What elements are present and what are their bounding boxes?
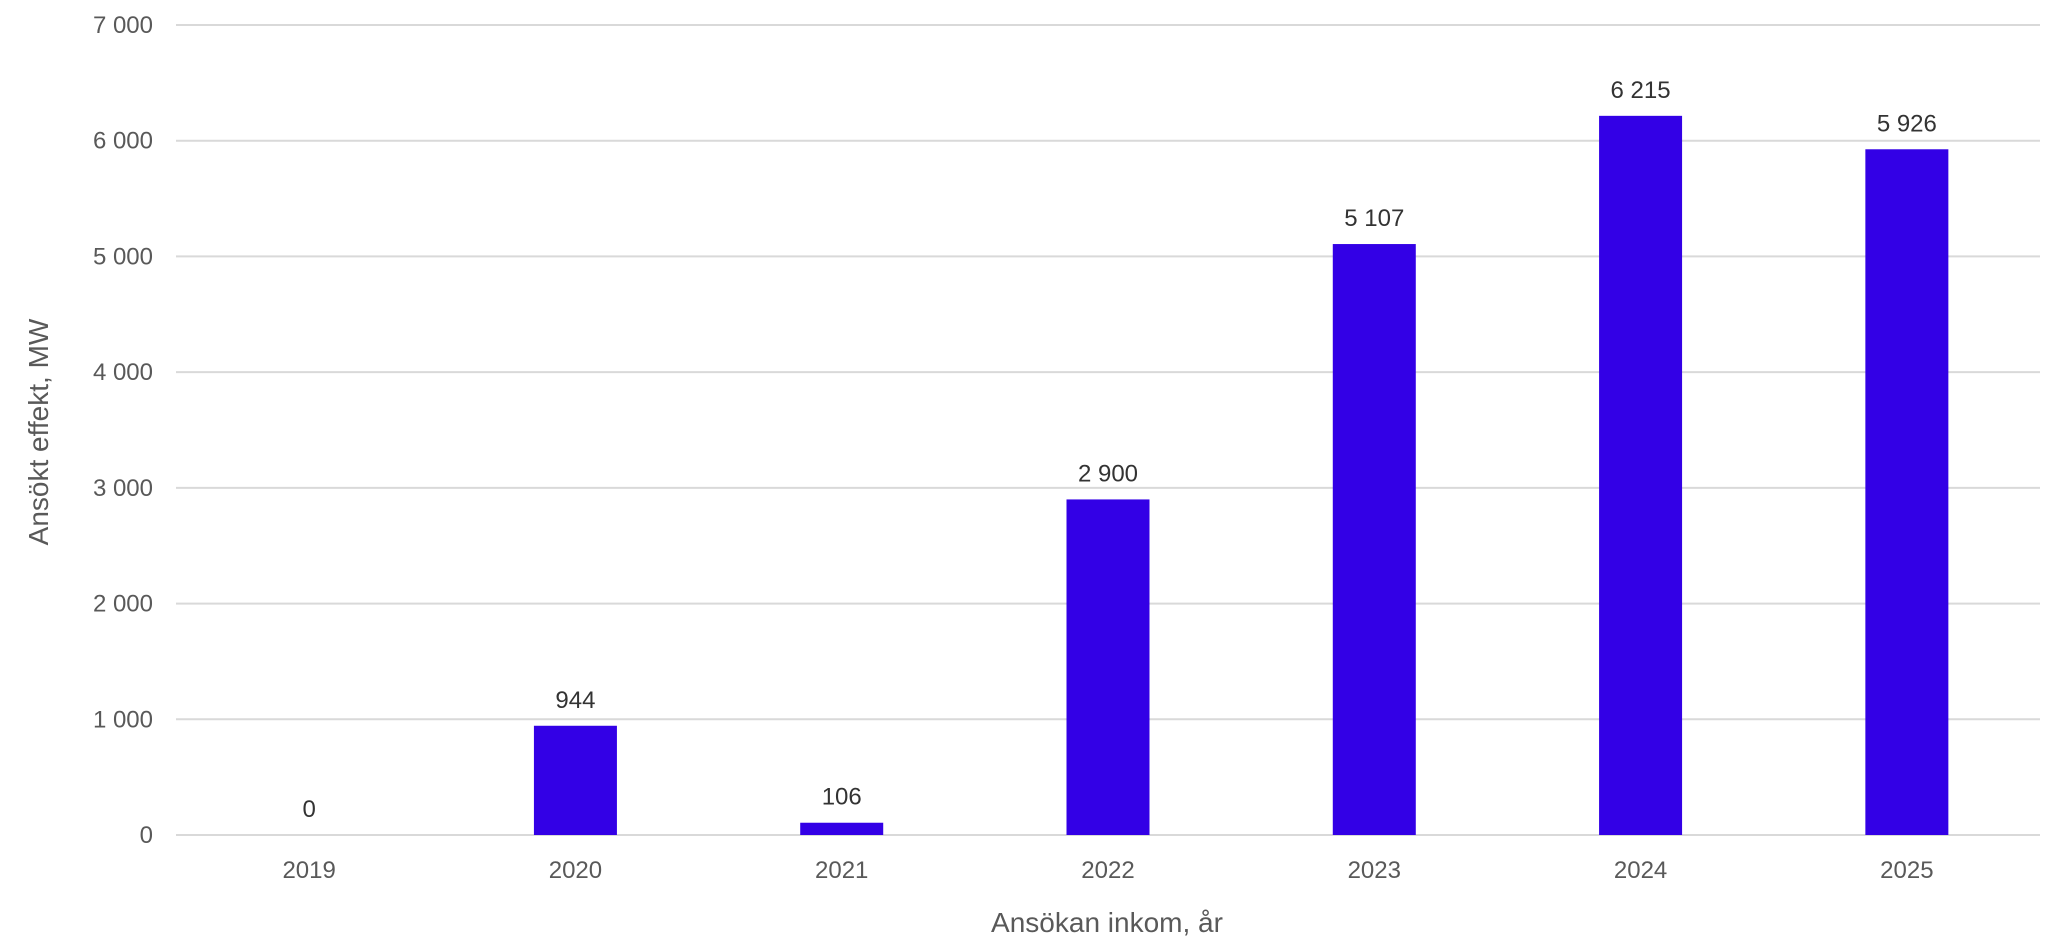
data-label-2019: 0 <box>302 796 315 823</box>
data-label-2021: 106 <box>822 784 862 811</box>
bar-2024 <box>1599 115 1683 836</box>
y-tick-label: 6 000 <box>93 128 153 155</box>
x-tick-label: 2025 <box>1880 857 1933 884</box>
data-label-2020: 944 <box>555 687 595 714</box>
x-tick-label: 2023 <box>1348 857 1401 884</box>
y-tick-label: 4 000 <box>93 359 153 386</box>
y-axis-ticks: 0 1 000 2 000 3 000 4 000 5 000 6 000 7 000 <box>93 12 153 849</box>
bar-2021 <box>800 822 884 835</box>
data-label-2024: 6 215 <box>1611 77 1671 104</box>
x-tick-label: 2021 <box>815 857 868 884</box>
x-axis-title: Ansökan inkom, år <box>991 907 1223 938</box>
y-tick-label: 5 000 <box>93 243 153 270</box>
bar-2022 <box>1066 499 1150 835</box>
data-labels: 0 944 106 2 900 5 107 6 215 5 926 <box>302 77 1936 823</box>
x-tick-label: 2019 <box>282 857 335 884</box>
data-label-2023: 5 107 <box>1344 205 1404 232</box>
data-label-2022: 2 900 <box>1078 460 1138 487</box>
bars <box>533 115 1949 836</box>
bar-2023 <box>1332 244 1416 836</box>
y-tick-label: 3 000 <box>93 475 153 502</box>
x-tick-label: 2020 <box>549 857 602 884</box>
bar-2025 <box>1865 149 1949 835</box>
x-tick-label: 2024 <box>1614 857 1667 884</box>
bar-2020 <box>533 725 617 835</box>
y-tick-label: 0 <box>140 822 153 849</box>
y-tick-label: 2 000 <box>93 591 153 618</box>
y-axis-title: Ansökt effekt, MW <box>23 318 54 545</box>
x-tick-label: 2022 <box>1081 857 1134 884</box>
x-axis-ticks: 2019 2020 2021 2022 2023 2024 2025 <box>282 857 1933 884</box>
y-tick-label: 7 000 <box>93 12 153 39</box>
data-label-2025: 5 926 <box>1877 110 1937 137</box>
y-tick-label: 1 000 <box>93 706 153 733</box>
